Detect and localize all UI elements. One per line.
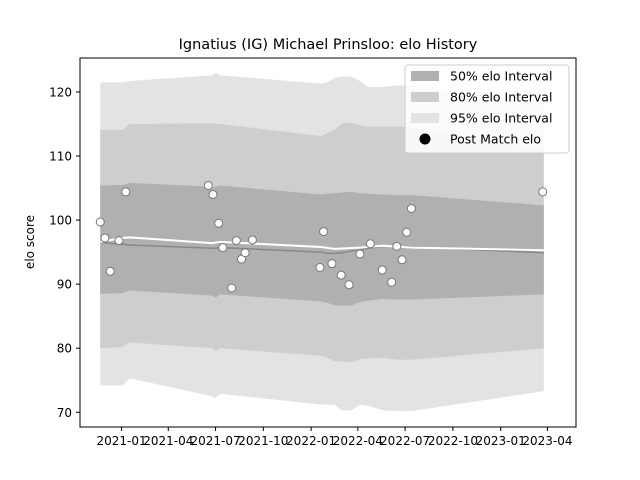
post-match-point — [203, 180, 213, 190]
post-match-point — [336, 270, 346, 280]
post-match-point — [327, 259, 337, 269]
post-match-point — [397, 255, 407, 265]
post-match-point — [114, 236, 124, 246]
post-match-point — [240, 248, 250, 258]
post-match-point — [231, 236, 241, 246]
y-tick-label: 90 — [57, 278, 72, 292]
y-axis-title: elo score — [23, 215, 37, 269]
x-tick-label: 2021-04 — [143, 434, 193, 448]
x-tick-label: 2022-10 — [428, 434, 478, 448]
x-tick-label: 2021-01 — [96, 434, 146, 448]
y-tick-label: 100 — [49, 214, 72, 228]
post-match-point — [208, 189, 218, 199]
plot-frame — [79, 57, 577, 428]
legend-label: 50% elo Interval — [450, 69, 552, 84]
x-tick-label: 2022-07 — [380, 434, 430, 448]
x-tick-label: 2022-04 — [333, 434, 383, 448]
legend: 50% elo Interval 80% elo Interval 95% elo … — [404, 64, 570, 154]
x-tick-label: 2023-01 — [476, 434, 526, 448]
post-match-point — [344, 280, 354, 290]
y-tick-label: 70 — [57, 406, 72, 420]
post-match-point — [100, 233, 110, 243]
y-tick-label: 110 — [49, 150, 72, 164]
plot-content — [95, 72, 548, 411]
post-match-point — [214, 218, 224, 228]
y-axis: 70 80 90 100 110 120 — [49, 85, 80, 420]
legend-box — [404, 64, 570, 154]
legend-label: 95% elo Interval — [450, 111, 552, 126]
x-tick-label: 2022-01 — [286, 434, 336, 448]
legend-swatch — [411, 71, 439, 81]
post-match-point — [121, 187, 131, 197]
band-50-interval — [100, 182, 544, 306]
post-match-point — [95, 217, 105, 227]
chart-title: Ignatius (IG) Michael Prinsloo: elo Hist… — [179, 37, 478, 53]
post-match-point — [247, 235, 257, 245]
post-match-point — [365, 239, 375, 249]
post-match-point — [315, 262, 325, 272]
post-match-point — [218, 243, 228, 253]
y-tick-label: 80 — [57, 342, 72, 356]
x-tick-label: 2021-10 — [238, 434, 288, 448]
post-match-point — [406, 204, 416, 214]
post-match-point — [319, 227, 329, 237]
post-match-point — [392, 241, 402, 251]
legend-label: 80% elo Interval — [450, 90, 552, 105]
legend-marker — [419, 133, 431, 145]
post-match-point — [105, 266, 115, 276]
x-tick-label: 2021-07 — [190, 434, 240, 448]
post-match-point — [538, 187, 548, 197]
y-tick-label: 120 — [49, 85, 72, 99]
post-match-point — [387, 277, 397, 287]
legend-swatch — [411, 113, 439, 123]
post-match-point — [355, 249, 365, 259]
legend-label: Post Match elo — [450, 132, 541, 147]
post-match-point — [377, 265, 387, 275]
post-match-point — [402, 227, 412, 237]
legend-swatch — [411, 92, 439, 102]
x-tick-label: 2023-04 — [522, 434, 572, 448]
post-match-point — [227, 283, 237, 293]
x-axis: 2021-012021-042021-072021-102022-012022-… — [96, 427, 573, 448]
